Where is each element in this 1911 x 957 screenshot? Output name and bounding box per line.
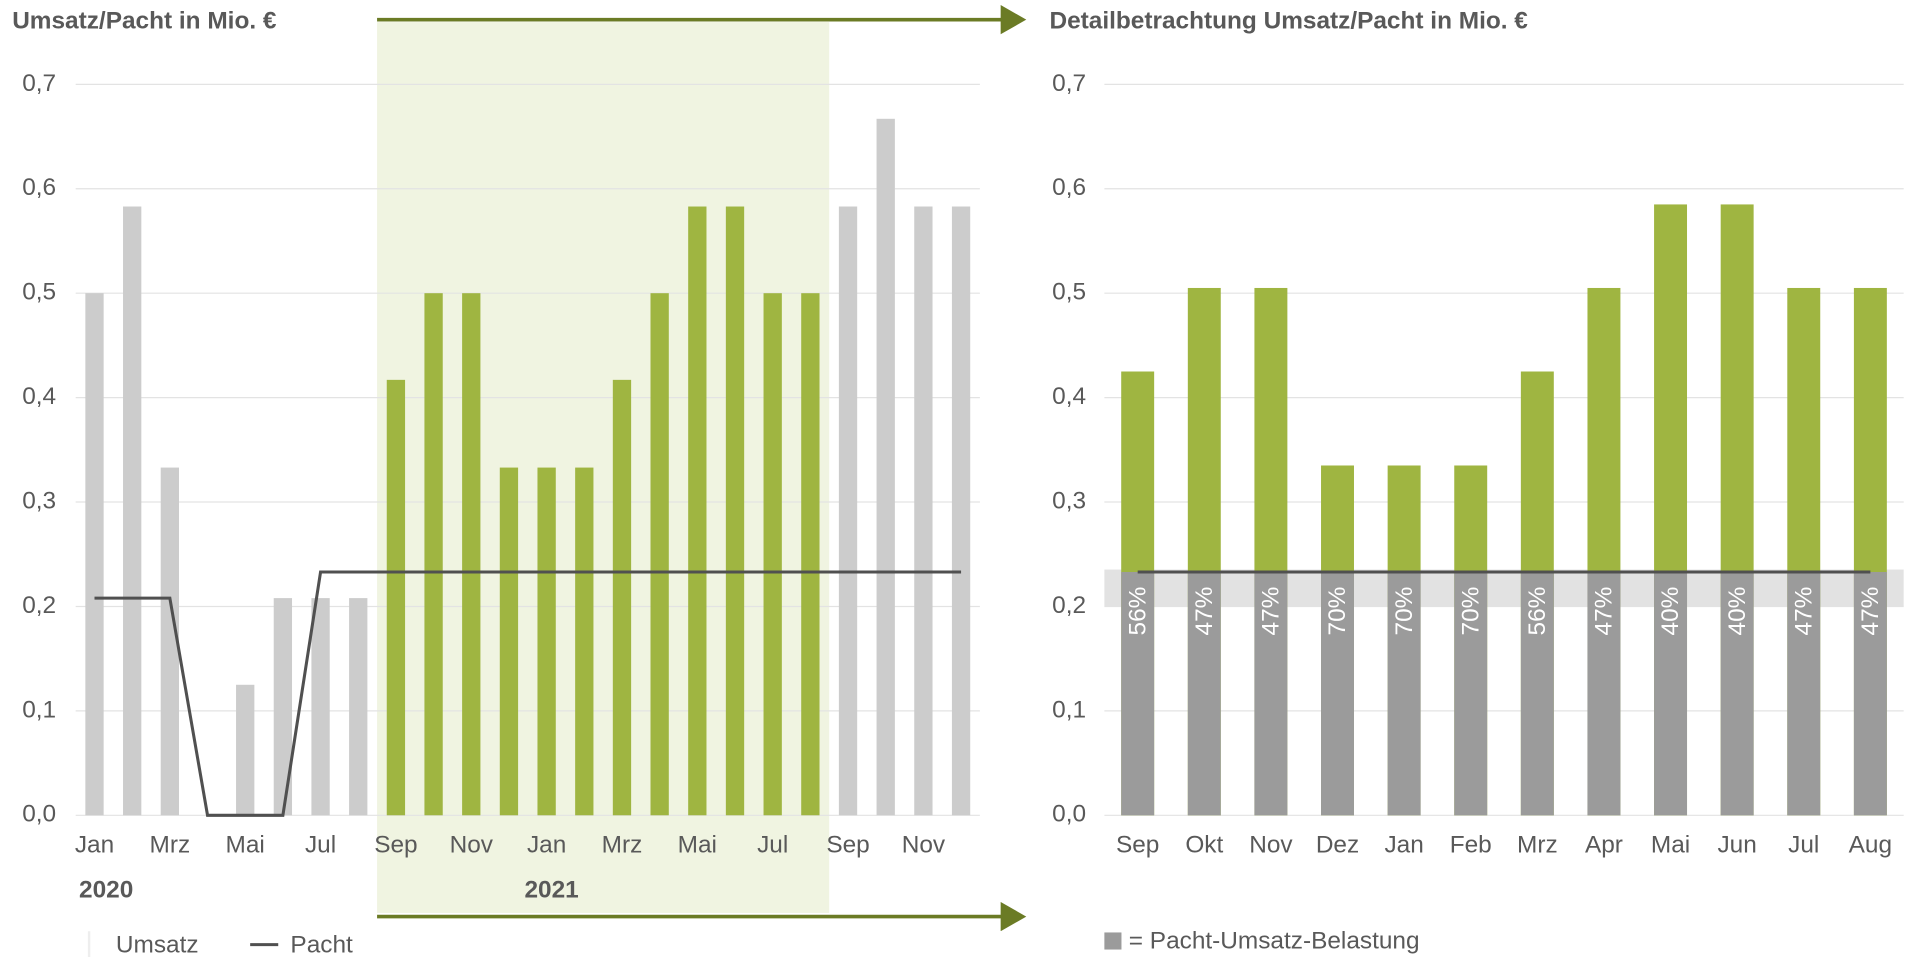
data-label: 56% [1124,587,1151,636]
data-label: 47% [1258,587,1285,636]
bar [499,467,519,816]
bar [123,206,142,816]
x-tick-label: Jul [305,831,336,858]
bar [876,118,895,816]
data-label: 70% [1324,587,1351,636]
x-tick-label: Jul [1788,831,1819,858]
data-label: 47% [1191,587,1218,636]
bar [838,206,858,816]
x-tick-label: Sep [374,831,417,858]
x-tick-label: Sep [826,831,869,858]
bar-segment [1121,571,1155,816]
bar [311,598,330,816]
x-tick-label: Mai [226,831,265,858]
x-tick-label: Feb [1450,831,1492,858]
legend-label: = Pacht-Umsatz-Belastung [1129,928,1420,955]
bar [688,206,707,816]
x-tick-label: Apr [1585,831,1623,858]
data-label: 40% [1724,587,1751,636]
y-tick-label: 0,1 [1052,696,1086,723]
y-tick-label: 0,4 [1052,383,1086,410]
chart-title: Detailbetrachtung Umsatz/Pacht in Mio. € [1049,8,1528,35]
bar-segment [1587,571,1621,816]
bar [273,598,293,816]
x-tick-label: Sep [1116,831,1159,858]
y-tick-label: 0,0 [1052,801,1086,828]
x-tick-label: Aug [1849,831,1892,858]
x-tick-label: Dez [1316,831,1359,858]
y-tick-label: 0,6 [22,174,56,201]
legend-label: Pacht [290,931,353,957]
data-label: 56% [1524,587,1551,636]
bar [386,379,406,816]
bar-segment [1654,571,1688,816]
data-label: 47% [1790,587,1817,636]
bar [575,467,594,816]
highlight-region [377,22,830,913]
legend-swatch [1104,932,1122,950]
bar [801,293,820,816]
x-tick-label: Jun [1717,831,1756,858]
data-label: 40% [1657,587,1684,636]
bar [424,293,443,816]
x-tick-label: Okt [1185,831,1223,858]
bar [349,598,368,816]
y-tick-label: 0,0 [22,801,56,828]
y-tick-label: 0,5 [1052,279,1086,306]
x-tick-label: Nov [902,831,946,858]
bar-segment [1520,571,1554,816]
bar [160,467,180,816]
x-tick-label: Jul [757,831,788,858]
line [94,570,962,817]
bar-segment [1187,571,1221,816]
bar [763,293,782,816]
y-tick-label: 0,3 [1052,487,1086,514]
bar [236,684,255,816]
x-tick-label: Jan [527,831,566,858]
bar [85,293,104,816]
y-tick-label: 0,4 [22,383,56,410]
bar [914,206,933,816]
x-tick-label: Jan [75,831,114,858]
y-tick-label: 0,3 [22,487,56,514]
band [1104,569,1904,607]
y-tick-label: 0,2 [22,592,56,619]
legend-label: Umsatz [116,931,199,957]
bar-segment [1387,571,1421,816]
x-tick-label: Mrz [602,831,643,858]
bar-segment [1787,571,1821,816]
bar-segment [1720,571,1754,816]
y-tick-label: 0,2 [1052,592,1086,619]
y-tick-label: 0,1 [22,696,56,723]
bar [951,206,971,816]
data-label: 70% [1457,587,1484,636]
bar-segment [1853,571,1887,816]
chart-title: Umsatz/Pacht in Mio. € [12,8,277,35]
x-tick-label: Nov [450,831,494,858]
bar [725,206,745,816]
data-label: 47% [1857,587,1884,636]
bar-segment [1321,571,1354,816]
x-tick-label: Mrz [150,831,191,858]
data-label: 47% [1591,587,1618,636]
data-label: 70% [1391,587,1418,636]
y-tick-label: 0,7 [1052,70,1086,97]
year-label: 2021 [524,876,578,903]
bar-segment [1454,571,1488,816]
year-label: 2020 [79,876,133,903]
bar [537,467,556,816]
x-tick-label: Mai [678,831,717,858]
bar [612,379,632,816]
bar [462,293,481,816]
y-tick-label: 0,7 [22,70,56,97]
y-tick-label: 0,5 [22,279,56,306]
bar-segment [1254,571,1288,816]
y-tick-label: 0,6 [1052,174,1086,201]
x-tick-label: Mrz [1517,831,1558,858]
x-tick-label: Mai [1651,831,1690,858]
x-tick-label: Jan [1384,831,1423,858]
x-tick-label: Nov [1249,831,1293,858]
bar [650,293,669,816]
